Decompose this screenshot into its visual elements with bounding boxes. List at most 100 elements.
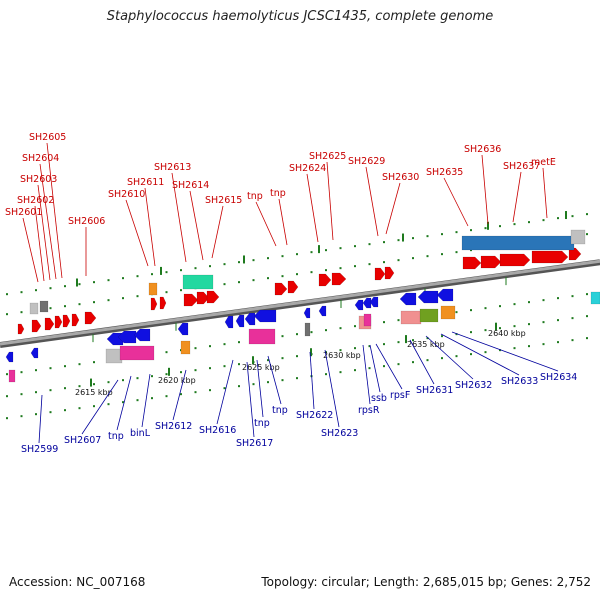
- feature-box: [570, 229, 586, 245]
- track-dot: [557, 297, 559, 300]
- scale-label: 2630 kbp: [323, 351, 361, 360]
- leader-line: [375, 343, 403, 390]
- feature-box: [363, 313, 372, 327]
- reverse-gene: [117, 330, 137, 344]
- leader-line: [256, 359, 264, 418]
- track-dot: [542, 321, 545, 324]
- gene-label: SH2616: [199, 425, 236, 436]
- feature-box: [29, 302, 39, 315]
- track-dot: [426, 359, 429, 362]
- track-dot: [368, 263, 371, 266]
- track-dot: [354, 347, 356, 350]
- track-dot: [310, 271, 313, 274]
- track-dot: [383, 261, 385, 264]
- track-dot: [455, 311, 458, 314]
- track-dot: [412, 361, 414, 364]
- track-marker: [168, 367, 170, 376]
- forward-gene: [183, 293, 199, 307]
- forward-gene: [274, 282, 288, 296]
- feature-box: [8, 369, 16, 383]
- track-dot: [267, 359, 269, 362]
- track-dot: [180, 269, 182, 272]
- gene-label: SH2610: [108, 189, 145, 200]
- track-dot: [20, 371, 23, 374]
- track-dot: [470, 249, 472, 252]
- reverse-gene: [354, 299, 364, 311]
- track-dot: [513, 347, 516, 350]
- leader-line: [369, 344, 381, 393]
- track-marker: [76, 278, 78, 287]
- track-marker: [252, 356, 254, 365]
- leader-line: [443, 177, 469, 227]
- map-title: Staphylococcus haemolyticus JCSC1435, co…: [106, 9, 494, 24]
- gene-label: SH2612: [155, 421, 192, 432]
- scale-label: 2640 kbp: [488, 329, 526, 338]
- track-dot: [35, 391, 37, 394]
- gene-label: SH2629: [348, 156, 385, 167]
- track-dot: [455, 251, 458, 254]
- track-dot: [484, 351, 487, 354]
- track-dot: [397, 341, 400, 344]
- gene-label: SH2615: [205, 195, 242, 206]
- feature-box: [248, 328, 276, 345]
- track-dot: [513, 325, 516, 328]
- feature-box: [182, 274, 214, 290]
- leader-line: [309, 351, 315, 410]
- leader-line: [22, 217, 39, 283]
- track-dot: [78, 283, 81, 286]
- track-dot: [528, 221, 530, 224]
- track-dot: [281, 335, 284, 338]
- track-dot: [238, 385, 240, 388]
- track-dot: [93, 281, 95, 284]
- feature-box: [590, 291, 600, 305]
- forward-gene: [384, 266, 395, 280]
- track-dot: [383, 365, 385, 368]
- gene-label: binL: [130, 428, 151, 439]
- label-leader-lines: [22, 142, 559, 444]
- track-dot: [368, 243, 371, 246]
- track-dot: [557, 217, 559, 220]
- scale-ticks: 2615 kbp 2620 kbp 2625 kbp 2630 kbp 2635 kbp…: [75, 277, 526, 397]
- forward-gene: [84, 311, 97, 325]
- gene-label: SH2635: [426, 167, 463, 178]
- track-dot: [441, 357, 443, 360]
- track-marker: [487, 221, 489, 230]
- forward-gene: [150, 297, 158, 311]
- track-dot: [136, 275, 139, 278]
- track-dot: [296, 253, 298, 256]
- reverse-gene: [318, 305, 327, 317]
- track-dot: [455, 231, 458, 234]
- track-dot: [325, 373, 327, 376]
- forward-gene: [17, 323, 25, 335]
- reverse-gene: [244, 312, 256, 326]
- track-dot: [557, 319, 559, 322]
- leader-line: [81, 379, 119, 435]
- feature-box: [119, 345, 155, 361]
- track-dot: [238, 363, 240, 366]
- gene-label: SH2603: [20, 174, 57, 185]
- track-dot: [252, 259, 255, 262]
- track-dot: [484, 227, 487, 230]
- track-dot: [107, 381, 110, 384]
- track-dot: [499, 305, 501, 308]
- track-dot: [122, 297, 124, 300]
- leader-line: [306, 173, 319, 243]
- leader-line: [409, 339, 435, 385]
- track-dot: [325, 249, 327, 252]
- track-dot: [107, 299, 110, 302]
- track-dot: [586, 293, 588, 296]
- track-dot: [470, 331, 472, 334]
- gene-label: SH2606: [68, 216, 105, 227]
- track-dot: [441, 233, 443, 236]
- track-dot: [470, 229, 472, 232]
- track-dot: [499, 327, 501, 330]
- leader-line: [246, 361, 255, 438]
- track-dot: [325, 351, 327, 354]
- gene-label: tnp: [270, 188, 286, 199]
- track-dot: [209, 389, 211, 392]
- forward-gene: [62, 314, 71, 328]
- track-dot: [571, 215, 574, 218]
- track-dot: [426, 255, 429, 258]
- leader-line: [267, 355, 282, 405]
